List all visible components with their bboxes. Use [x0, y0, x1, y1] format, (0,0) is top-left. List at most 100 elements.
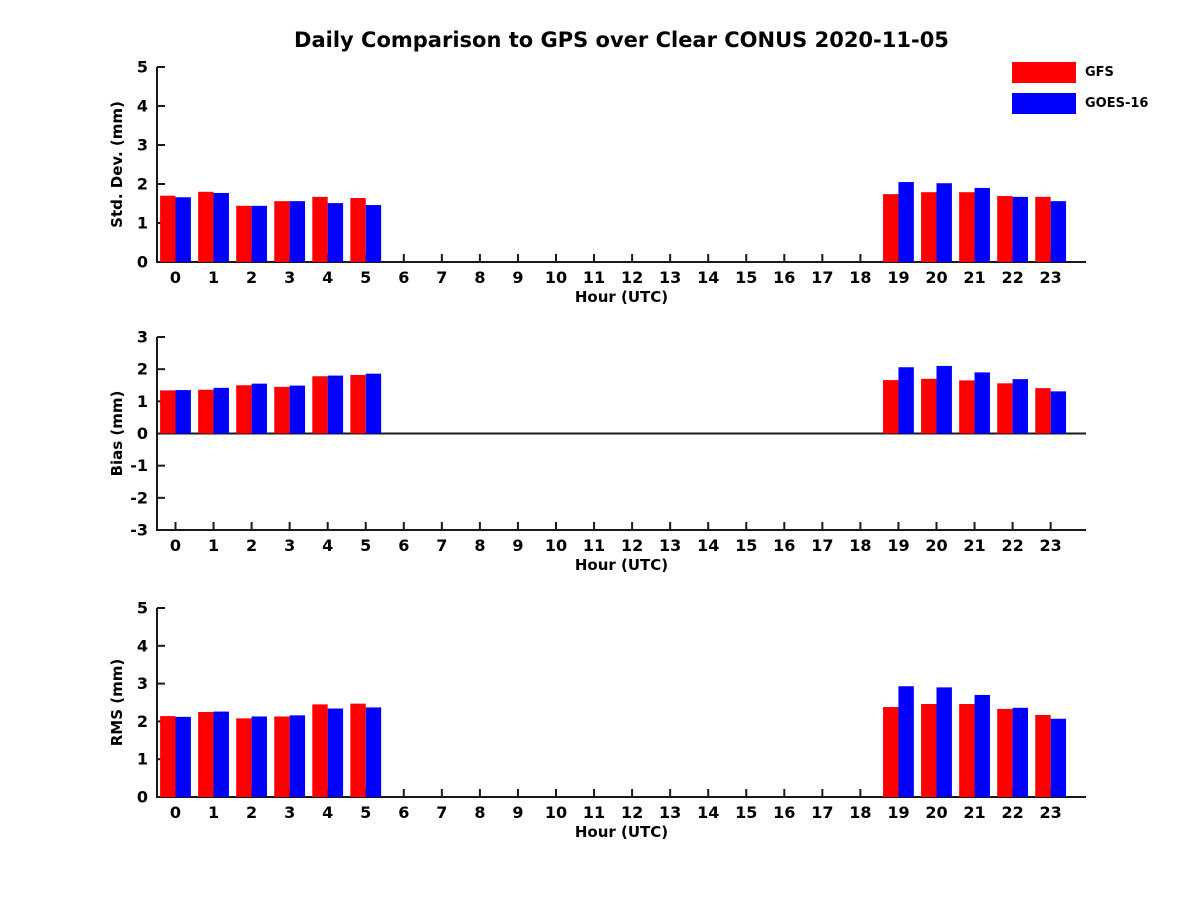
bar-gfs-hour-3: [274, 716, 290, 797]
y-tick-label: 2: [137, 712, 148, 731]
x-axis-title: Hour (UTC): [575, 288, 668, 306]
legend-label-gfs: GFS: [1085, 65, 1114, 80]
legend-item-gfs: GFS: [1012, 62, 1148, 83]
x-tick-label: 8: [474, 803, 485, 822]
x-tick-label: 1: [208, 803, 219, 822]
chart-title: Daily Comparison to GPS over Clear CONUS…: [294, 28, 949, 52]
legend: GFS GOES-16: [1012, 62, 1148, 124]
x-tick-label: 16: [773, 536, 795, 555]
x-tick-label: 15: [735, 803, 757, 822]
y-axis-title: RMS (mm): [108, 659, 126, 746]
x-tick-label: 18: [849, 536, 871, 555]
bar-gfs-hour-22: [997, 708, 1013, 797]
x-tick-label: 7: [436, 803, 447, 822]
bar-gfs-hour-23: [1035, 714, 1051, 797]
x-tick-label: 14: [697, 803, 719, 822]
x-tick-label: 19: [887, 803, 909, 822]
bar-goes-16-hour-4: [327, 203, 344, 262]
bar-gfs-hour-0: [160, 716, 176, 797]
y-tick-label: -1: [130, 456, 148, 475]
bar-gfs-hour-1: [198, 389, 214, 434]
x-tick-label: 7: [436, 536, 447, 555]
bar-gfs-hour-4: [312, 196, 328, 262]
x-tick-label: 21: [963, 803, 985, 822]
bar-gfs-hour-0: [160, 195, 176, 262]
bar-gfs-hour-21: [959, 192, 975, 262]
x-tick-label: 23: [1040, 268, 1062, 287]
bar-gfs-hour-20: [921, 192, 937, 262]
bar-goes-16-hour-21: [974, 694, 990, 797]
bar-goes-16-hour-22: [1012, 707, 1028, 797]
bar-gfs-hour-19: [883, 194, 899, 262]
x-tick-label: 7: [436, 268, 447, 287]
bar-gfs-hour-2: [236, 385, 252, 434]
x-tick-label: 2: [246, 536, 257, 555]
bar-goes-16-hour-0: [175, 716, 191, 797]
bar-goes-16-hour-1: [213, 387, 229, 434]
x-tick-label: 16: [773, 803, 795, 822]
x-tick-label: 4: [322, 268, 333, 287]
bar-goes-16-hour-5: [365, 707, 382, 797]
goes16-swatch-icon: [1012, 93, 1076, 114]
bar-gfs-hour-0: [160, 390, 176, 434]
bar-goes-16-hour-3: [289, 201, 306, 262]
bar-goes-16-hour-5: [365, 373, 382, 434]
bar-goes-16-hour-19: [898, 686, 914, 797]
x-tick-label: 22: [1001, 803, 1023, 822]
bar-goes-16-hour-0: [175, 390, 191, 434]
x-tick-label: 12: [621, 268, 643, 287]
x-tick-label: 3: [284, 803, 295, 822]
x-tick-label: 3: [284, 536, 295, 555]
bar-goes-16-hour-22: [1012, 196, 1028, 262]
y-tick-label: 0: [137, 424, 148, 443]
x-tick-label: 20: [925, 803, 947, 822]
x-tick-label: 15: [735, 268, 757, 287]
x-tick-label: 14: [697, 536, 719, 555]
x-tick-label: 23: [1040, 803, 1062, 822]
bar-gfs-hour-19: [883, 707, 899, 797]
x-tick-label: 10: [545, 268, 567, 287]
bar-gfs-hour-2: [236, 718, 252, 797]
x-tick-label: 14: [697, 268, 719, 287]
bar-gfs-hour-3: [274, 386, 290, 434]
y-tick-label: 2: [137, 175, 148, 194]
bar-goes-16-hour-2: [251, 205, 267, 262]
bar-goes-16-hour-4: [327, 375, 344, 434]
y-tick-label: 1: [137, 750, 148, 769]
bar-gfs-hour-4: [312, 704, 328, 797]
bar-gfs-hour-2: [236, 205, 252, 262]
bar-gfs-hour-23: [1035, 196, 1051, 262]
bar-goes-16-hour-23: [1050, 201, 1067, 262]
y-tick-label: 3: [137, 328, 148, 347]
y-tick-label: 5: [137, 58, 148, 77]
x-tick-label: 8: [474, 536, 485, 555]
x-tick-label: 5: [360, 268, 371, 287]
y-tick-label: -3: [130, 521, 148, 540]
bar-goes-16-hour-4: [327, 708, 344, 797]
x-tick-label: 9: [512, 268, 523, 287]
bar-gfs-hour-3: [274, 201, 290, 262]
bar-goes-16-hour-1: [213, 192, 229, 262]
x-tick-label: 13: [659, 803, 681, 822]
x-tick-label: 9: [512, 536, 523, 555]
x-tick-label: 5: [360, 803, 371, 822]
x-tick-label: 0: [170, 803, 181, 822]
x-tick-label: 13: [659, 536, 681, 555]
x-tick-label: 4: [322, 803, 333, 822]
bar-goes-16-hour-2: [251, 383, 267, 434]
x-tick-label: 6: [398, 803, 409, 822]
x-tick-label: 16: [773, 268, 795, 287]
x-tick-label: 17: [811, 536, 833, 555]
bar-goes-16-hour-1: [213, 711, 229, 797]
x-tick-label: 10: [545, 536, 567, 555]
y-tick-label: 1: [137, 214, 148, 233]
bar-gfs-hour-23: [1035, 388, 1051, 434]
x-tick-label: 21: [963, 268, 985, 287]
bar-goes-16-hour-20: [936, 687, 952, 797]
x-tick-label: 4: [322, 536, 333, 555]
bar-goes-16-hour-19: [898, 182, 914, 262]
bar-gfs-hour-20: [921, 378, 937, 434]
